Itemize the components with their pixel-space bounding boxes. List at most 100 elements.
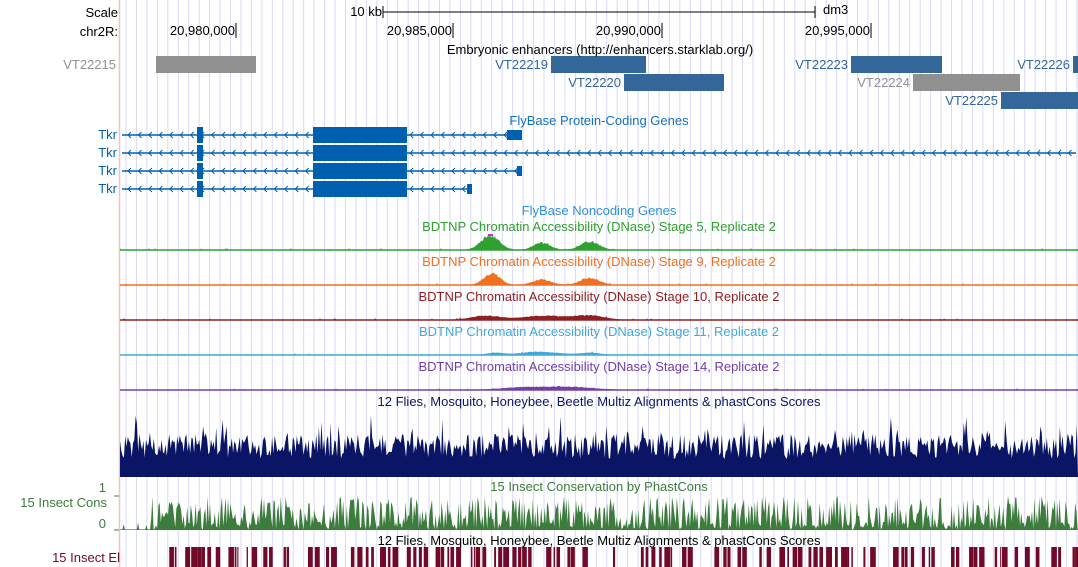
enhancer-label[interactable]: VT22226: [1017, 57, 1070, 72]
gene-label[interactable]: Tkr: [98, 181, 117, 196]
strand-arrow-icon: [503, 131, 508, 139]
conserved-element: [994, 547, 998, 567]
conserved-element: [826, 547, 833, 567]
strand-arrow-icon: [221, 149, 226, 157]
strand-arrow-icon: [221, 131, 226, 139]
dnase-stage10-title[interactable]: BDTNP Chromatin Accessibility (DNase) St…: [418, 289, 780, 304]
dnase-signal: [120, 233, 1078, 250]
enhancer-label[interactable]: VT22225: [945, 93, 999, 108]
enhancer-feature[interactable]: [1072, 56, 1078, 73]
dnase-signal: [120, 272, 1078, 285]
strand-arrow-icon: [775, 149, 780, 157]
strand-arrow-icon: [430, 185, 435, 193]
strand-arrow-icon: [242, 131, 247, 139]
conserved-element: [470, 547, 473, 567]
conserved-element: [640, 547, 644, 567]
enhancer-feature[interactable]: [551, 56, 647, 73]
strand-arrow-icon: [252, 167, 257, 175]
chrom-label: chr2R:: [79, 24, 118, 39]
conserved-element: [450, 547, 455, 567]
strand-arrow-icon: [461, 131, 466, 139]
conserved-element: [475, 547, 481, 567]
strand-arrow-icon: [419, 167, 424, 175]
strand-arrow-icon: [691, 149, 696, 157]
enhancer-feature[interactable]: [1001, 92, 1078, 109]
scale-bar-label: 10 kb: [350, 4, 382, 19]
dnase-stage5-title[interactable]: BDTNP Chromatin Accessibility (DNase) St…: [422, 219, 776, 234]
conserved-element: [286, 547, 290, 567]
enhancer-label[interactable]: VT22223: [795, 57, 849, 72]
conserved-element: [766, 547, 772, 567]
enhancer-feature[interactable]: [913, 74, 1020, 91]
conserved-element: [851, 547, 853, 567]
conserved-element: [567, 547, 571, 567]
enhancer-label[interactable]: VT22215: [63, 57, 116, 72]
strand-arrow-icon: [1036, 149, 1041, 157]
noncoding-track-title[interactable]: FlyBase Noncoding Genes: [521, 203, 677, 218]
exon: [313, 181, 408, 197]
strand-arrow-icon: [722, 149, 728, 157]
cons-side-label[interactable]: 15 Insect Cons: [20, 495, 107, 510]
strand-arrow-icon: [451, 131, 456, 139]
gene-label[interactable]: Tkr: [98, 145, 117, 160]
strand-arrow-icon: [440, 149, 445, 157]
conserved-element: [819, 547, 824, 567]
enhancer-feature[interactable]: [155, 56, 256, 73]
elements-side-label[interactable]: 15 Insect El: [52, 550, 120, 565]
gene-label[interactable]: Tkr: [98, 127, 117, 142]
strand-arrow-icon: [534, 149, 539, 157]
conserved-element: [928, 547, 931, 567]
conserved-element: [215, 547, 221, 567]
genes-track-title[interactable]: FlyBase Protein-Coding Genes: [509, 113, 689, 128]
conserved-element: [727, 547, 731, 567]
strand-arrow-icon: [294, 167, 299, 175]
strand-arrow-icon: [576, 149, 581, 157]
conserved-element: [553, 547, 556, 567]
conserved-element: [357, 547, 363, 567]
dnase-stage11-title[interactable]: BDTNP Chromatin Accessibility (DNase) St…: [418, 324, 780, 339]
enhancer-label[interactable]: VT22224: [857, 75, 911, 90]
conserved-element: [406, 547, 411, 567]
conserved-element: [246, 547, 248, 567]
conserved-element: [207, 547, 212, 567]
elements-track-title[interactable]: 12 Flies, Mosquito, Honeybee, Beetle Mul…: [377, 533, 821, 548]
multiz-track-title[interactable]: 12 Flies, Mosquito, Honeybee, Beetle Mul…: [377, 394, 821, 409]
cons-track-title[interactable]: 15 Insect Conservation by PhastCons: [490, 479, 708, 494]
enhancer-feature[interactable]: [851, 56, 943, 73]
strand-arrow-icon: [409, 131, 414, 139]
enhancer-label[interactable]: VT22220: [568, 75, 621, 90]
dnase-stage14-title[interactable]: BDTNP Chromatin Accessibility (DNase) St…: [418, 359, 780, 374]
strand-arrow-icon: [1046, 149, 1051, 157]
conserved-element: [388, 547, 391, 567]
strand-arrow-icon: [733, 149, 738, 157]
strand-arrow-icon: [994, 149, 999, 157]
gene-label[interactable]: Tkr: [98, 163, 117, 178]
conserved-element: [1002, 547, 1008, 567]
dnase-stage9-title[interactable]: BDTNP Chromatin Accessibility (DNase) St…: [422, 254, 776, 269]
strand-arrow-icon: [513, 149, 519, 157]
strand-arrow-icon: [273, 149, 278, 157]
strand-arrow-icon: [503, 167, 508, 175]
strand-arrow-icon: [294, 149, 299, 157]
strand-arrow-icon: [472, 131, 477, 139]
multiz-conservation-bars: [120, 415, 1078, 477]
conserved-element: [1035, 547, 1040, 567]
strand-arrow-icon: [973, 149, 978, 157]
enhancer-label[interactable]: VT22219: [495, 57, 549, 72]
conserved-element: [955, 547, 960, 567]
strand-arrow-icon: [179, 131, 184, 139]
strand-arrow-icon: [137, 167, 142, 175]
conserved-element: [645, 547, 649, 567]
tick-label: 20,990,000: [595, 23, 661, 38]
conserved-element: [528, 547, 532, 567]
strand-arrow-icon: [858, 149, 863, 157]
assembly-label: dm3: [823, 2, 849, 17]
enhancers-track-title[interactable]: Embryonic enhancers (http://enhancers.st…: [446, 42, 754, 57]
conserved-element: [901, 547, 905, 567]
enhancer-feature[interactable]: [623, 74, 724, 91]
strand-arrow-icon: [670, 149, 675, 157]
strand-arrow-icon: [419, 131, 424, 139]
conserved-element: [904, 547, 908, 567]
conserved-element: [742, 547, 747, 567]
